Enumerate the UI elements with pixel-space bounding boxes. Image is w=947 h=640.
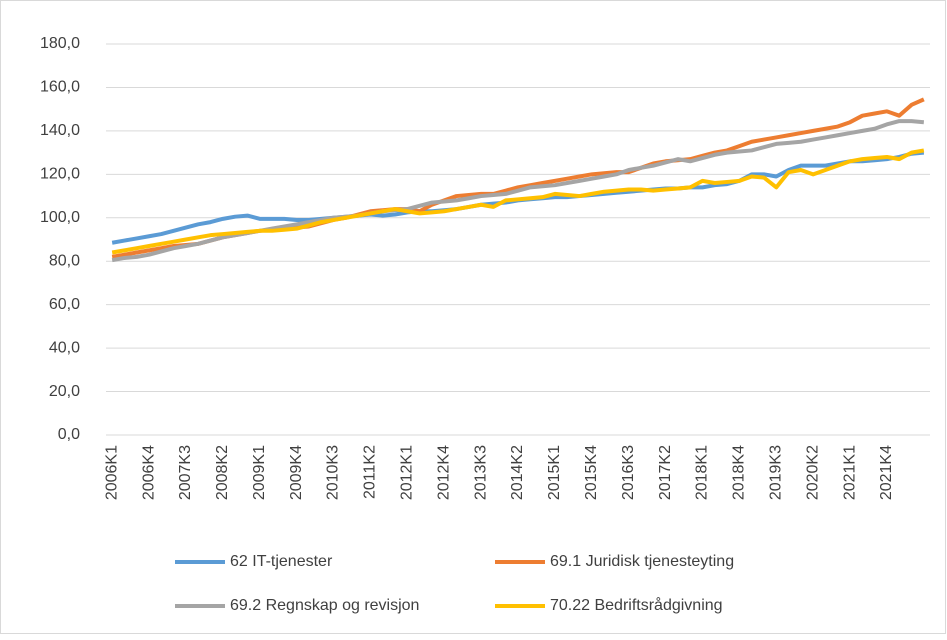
x-tick-label: 2016K3 [620,445,637,500]
x-tick-label: 2012K4 [435,445,452,500]
x-tick-label: 2009K1 [251,445,268,500]
y-tick-label: 60,0 [49,296,80,313]
x-tick-label: 2015K1 [546,445,563,500]
x-tick-label: 2020K2 [804,445,821,500]
y-tick-label: 140,0 [40,122,80,139]
x-tick-label: 2013K3 [472,445,489,500]
x-tick-label: 2017K2 [657,445,674,500]
y-tick-label: 20,0 [49,383,80,400]
y-tick-label: 100,0 [40,209,80,226]
x-tick-label: 2019K3 [767,445,784,500]
x-tick-label: 2006K1 [103,445,120,500]
x-tick-label: 2021K1 [841,445,858,500]
y-tick-label: 40,0 [49,339,80,356]
y-tick-label: 80,0 [49,252,80,269]
series-line [111,148,925,255]
y-tick-label: 160,0 [40,79,80,96]
x-tick-label: 2010K3 [325,445,342,500]
legend-label: 69.2 Regnskap og revisjon [230,597,419,614]
x-tick-label: 2015K4 [583,445,600,500]
legend-label: 70.22 Bedriftsrådgivning [550,596,723,614]
y-tick-label: 120,0 [40,166,80,183]
x-tick-label: 2007K3 [177,445,194,500]
x-tick-label: 2021K4 [878,445,895,500]
y-tick-label: 0,0 [58,426,80,443]
x-tick-label: 2008K2 [214,445,231,500]
y-tick-label: 180,0 [40,35,80,52]
x-tick-label: 2011K2 [362,445,379,499]
legend-label: 69.1 Juridisk tjenesteyting [550,553,734,570]
x-tick-label: 2014K2 [509,445,526,500]
x-tick-label: 2012K1 [399,445,416,500]
x-tick-label: 2006K4 [140,445,157,500]
x-tick-label: 2018K1 [694,445,711,500]
x-tick-label: 2018K4 [731,445,748,500]
legend-label: 62 IT-tjenester [230,553,333,570]
x-tick-label: 2009K4 [288,445,305,500]
